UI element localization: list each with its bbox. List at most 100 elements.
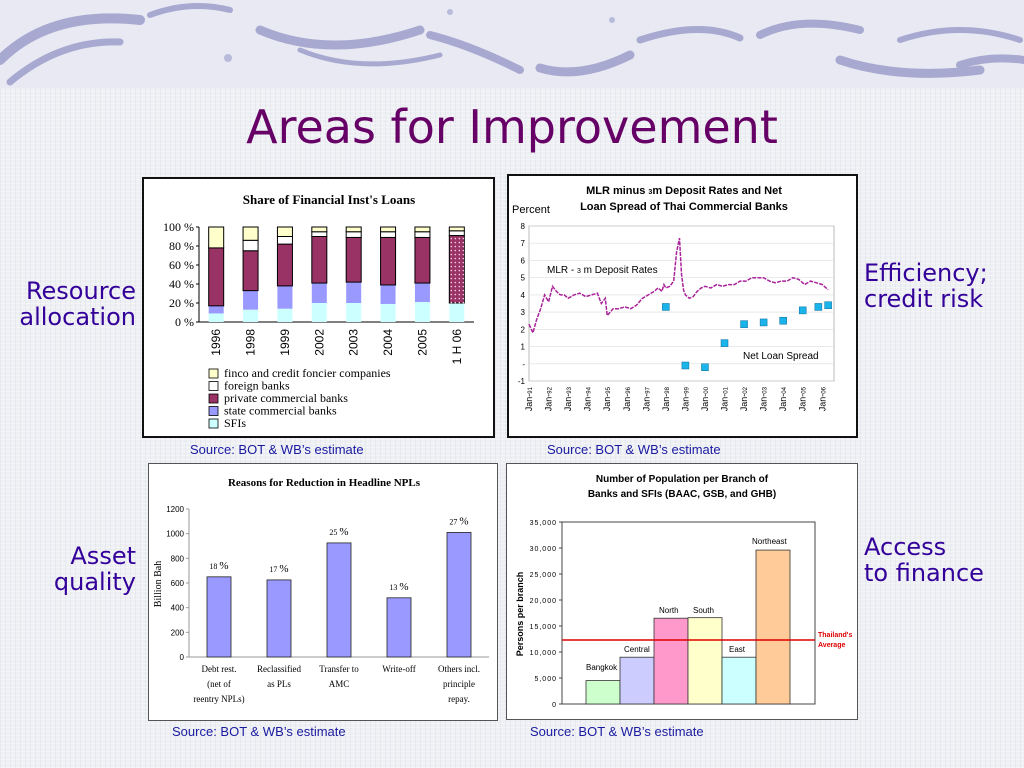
stacked-bar-segment: [448, 226, 465, 232]
bar-label: South: [693, 606, 714, 615]
label-resource-allocation: Resource allocation: [14, 278, 136, 330]
x-tick-label: Jan-05: [798, 386, 808, 411]
pattern-dot: [450, 285, 453, 288]
pattern-dot: [458, 249, 461, 252]
x-tick-label: reentry NPLs): [193, 694, 244, 704]
pattern-dot: [450, 257, 453, 260]
bar: [653, 617, 689, 705]
y-tick-label: 10,000: [530, 650, 557, 657]
scatter-point-spread: [798, 306, 807, 315]
legend-swatch: [208, 406, 219, 416]
pattern-dot: [458, 245, 461, 248]
scatter-point-spread: [701, 363, 709, 371]
chart-share-loans: Share of Financial Inst's Loans 0 % 20 % 40…: [142, 177, 495, 438]
label-line: Access: [864, 533, 947, 561]
stacked-bar-segment: [277, 285, 293, 309]
pattern-dot: [462, 277, 465, 280]
stacked-bar-segment: [414, 236, 431, 284]
chart-title: Banks and SFIs (BAAC, GSB, and GHB): [588, 489, 776, 500]
y-tick-label: 20 %: [169, 296, 194, 310]
chart-share-loans-svg: Share of Financial Inst's Loans 0 % 20 % 40…: [163, 192, 474, 430]
stacked-bar-segment: [243, 290, 259, 310]
label-line: credit risk: [864, 285, 984, 313]
y-tick-label: 1: [521, 343, 526, 352]
label-asset-quality: Asset quality: [14, 543, 136, 595]
chart-npl-reasons: Reasons for Reduction in Headline NPLs Bi…: [148, 463, 498, 721]
legend-label: private commercial banks: [224, 391, 348, 405]
y-tick-label: 6: [521, 256, 526, 265]
bar: [206, 576, 232, 658]
y-tick-label: 25,000: [530, 572, 557, 579]
x-tick-label: 1999: [278, 329, 292, 356]
y-tick-label: 600: [171, 579, 185, 588]
legend-label: state commercial banks: [224, 404, 337, 418]
x-tick-label: Jan-99: [680, 386, 690, 411]
x-tick-label: Jan-06: [817, 386, 827, 411]
stacked-bar-segment: [380, 236, 397, 286]
stacked-bar-segment: [414, 231, 431, 238]
pattern-dot: [450, 269, 453, 272]
x-tick-label: 2002: [312, 329, 326, 356]
stacked-bar-segment: [276, 226, 293, 237]
y-tick-label: 0: [180, 653, 185, 662]
x-tick-label: Jan-96: [622, 386, 632, 411]
bar-label: Bangkok: [586, 663, 618, 672]
line-series-mlr: [528, 237, 829, 335]
pattern-dot: [458, 273, 461, 276]
stacked-bar-segment: [345, 231, 362, 238]
stacked-bar-segment: [414, 226, 431, 233]
bar: [585, 680, 621, 705]
bar-label: East: [729, 645, 746, 654]
reference-label: Thailand's: [818, 632, 852, 639]
y-tick-label: 5: [521, 274, 526, 283]
stacked-bar-segment: [380, 284, 396, 304]
x-tick-label: 2004: [381, 329, 395, 356]
y-tick-label: 3: [521, 308, 526, 317]
pattern-dot: [458, 301, 461, 304]
pattern-dot: [462, 281, 465, 284]
pattern-dot: [454, 265, 457, 268]
pattern-dot: [458, 265, 461, 268]
pattern-dot: [462, 249, 465, 252]
pattern-dot: [454, 301, 457, 304]
y-tick-label: 100 %: [163, 220, 194, 234]
chart-npl-reasons-svg: Reasons for Reduction in Headline NPLs Bi…: [153, 477, 489, 704]
pattern-dot: [462, 253, 465, 256]
pattern-dot: [462, 289, 465, 292]
stacked-bar-segment: [380, 303, 396, 322]
source-note: Source: BOT & WB’s estimate: [172, 724, 346, 739]
x-tick-label: 2005: [415, 329, 429, 356]
x-tick-label: Jan-98: [661, 386, 671, 411]
chart-mlr-spread: MLR minus 3m Deposit Rates and Net Loan S…: [507, 174, 858, 438]
stacked-bar-segment: [448, 230, 465, 237]
chart-population-branch: Number of Population per Branch of Banks …: [506, 463, 858, 720]
pattern-dot: [458, 289, 461, 292]
pattern-dot: [462, 261, 465, 264]
pattern-dot: [454, 241, 457, 244]
pattern-dot: [458, 277, 461, 280]
stacked-bar-segment: [208, 313, 224, 322]
pattern-dot: [454, 249, 457, 252]
pattern-dot: [454, 253, 457, 256]
stacked-bar-segment: [242, 250, 259, 292]
pattern-dot: [462, 301, 465, 304]
pattern-dot: [454, 237, 457, 240]
pattern-dot: [462, 257, 465, 260]
x-tick-label: Jan-92: [544, 386, 554, 411]
pattern-dot: [450, 241, 453, 244]
x-tick-label: Jan-93: [563, 386, 573, 411]
scatter-point-spread: [824, 301, 832, 309]
pattern-dot: [454, 293, 457, 296]
slide-title: Areas for Improvement: [246, 100, 778, 154]
decorative-header-swirls: [0, 0, 1024, 88]
pattern-dot: [450, 237, 453, 240]
stacked-bar-segment: [243, 309, 259, 322]
label-line: Efficiency;: [864, 259, 988, 287]
x-tick-label: 1996: [209, 329, 223, 356]
label-line: to finance: [864, 559, 984, 587]
y-tick-label: 1000: [166, 530, 184, 539]
x-tick-label: Reclassified: [257, 664, 301, 674]
y-tick-label: 15,000: [530, 624, 557, 631]
x-tick-label: Jan-95: [602, 386, 612, 411]
data-label: 13 %: [389, 581, 408, 593]
